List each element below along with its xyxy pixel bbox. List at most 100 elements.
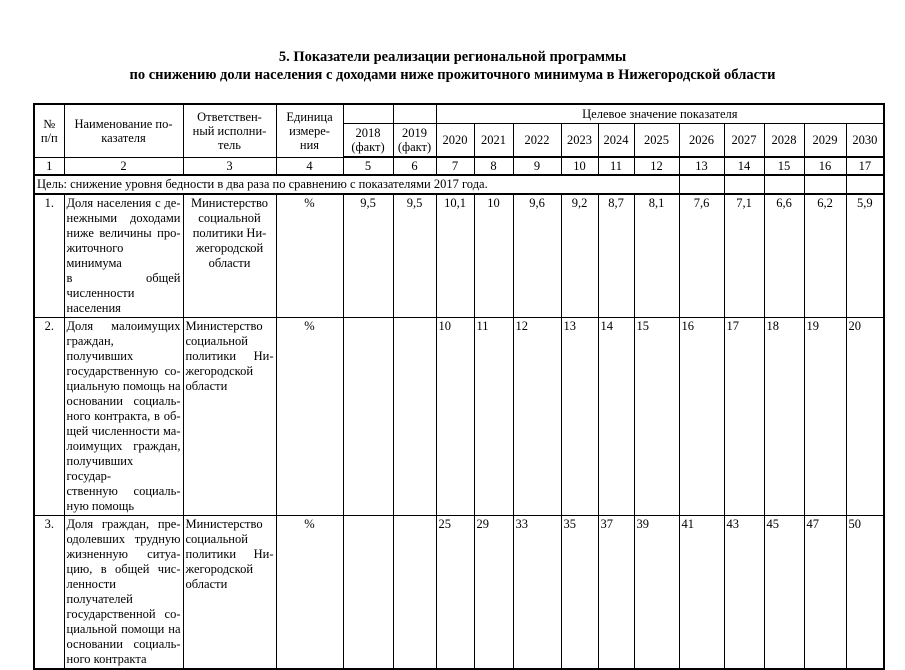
text-line: области [208, 256, 251, 270]
column-number-cell: 1 [33, 156, 65, 176]
header-empty-cell [342, 103, 394, 124]
goal-row: Цель: снижение уровня бедности в два раз… [33, 174, 885, 195]
text-line: ного контракта [66, 652, 147, 666]
header-year-cell: 2024 [597, 123, 635, 158]
text-line: Ответствен- [197, 109, 262, 124]
row-number-cell: 1. [33, 193, 65, 318]
column-number-cell: 10 [560, 156, 599, 176]
column-number-cell: 16 [803, 156, 847, 176]
text-line: основании социаль- [66, 637, 181, 651]
value-cell: 9,5 [392, 193, 437, 318]
text-line: политики Ни- [185, 547, 274, 561]
text-line: измере- [289, 123, 330, 138]
value-cell: 25 [435, 515, 475, 670]
value-cell [392, 317, 437, 516]
value-cell: 10 [473, 193, 514, 318]
text-line: Министерство [185, 517, 263, 531]
column-number-cell: 2 [63, 156, 184, 176]
header-year-cell: 2018 (факт) [342, 123, 394, 158]
value-cell [342, 317, 394, 516]
text-line: жегородской [185, 364, 254, 378]
text-line: № [43, 116, 56, 131]
header-year-cell: 2028 [763, 123, 805, 158]
header-row-top: № п/п Наименование по-казателя Ответствен… [33, 103, 885, 158]
column-number-cell: 9 [512, 156, 562, 176]
goal-empty-cell [723, 174, 765, 195]
header-year-cell: 2029 [803, 123, 847, 158]
value-cell: 12 [512, 317, 562, 516]
executor-cell: Министерство социальной политики Ни-жегоро… [182, 515, 277, 670]
text-line: социальной [198, 211, 261, 225]
text-line: 2022 [524, 133, 550, 147]
value-cell: 8,1 [633, 193, 680, 318]
text-line: циальной помощи на [66, 622, 181, 636]
value-cell: 19 [803, 317, 847, 516]
executor-cell: Министерство социальной политики Ни-жегоро… [182, 317, 277, 516]
text-line: 2020 [442, 133, 468, 147]
text-line: населения [66, 301, 121, 315]
executor-cell: Министерство социальной политики Ни-жегоро… [182, 193, 277, 318]
text-line: ленности получателей [66, 577, 133, 606]
value-cell: 47 [803, 515, 847, 670]
text-line: одолевших трудную [66, 532, 181, 546]
document-title-line2: по снижению доли населения с доходами ни… [129, 67, 776, 83]
value-cell: 37 [597, 515, 635, 670]
value-cell: 7,6 [678, 193, 725, 318]
text-line: Министерство [185, 319, 263, 333]
goal-empty-cell [763, 174, 805, 195]
text-line: жегородской [195, 241, 264, 255]
column-number-cell: 6 [392, 156, 437, 176]
column-number-cell: 8 [473, 156, 514, 176]
value-cell: 15 [633, 317, 680, 516]
text-line: государственную со- [66, 364, 181, 378]
text-line: социальной [185, 532, 248, 546]
text-line: жегородской [185, 562, 254, 576]
column-number-cell: 14 [723, 156, 765, 176]
text-line: 2029 [812, 133, 838, 147]
goal-empty-cell [845, 174, 885, 195]
column-number-cell: 4 [275, 156, 344, 176]
value-cell: 20 [845, 317, 885, 516]
value-cell: 9,2 [560, 193, 599, 318]
column-number-cell: 13 [678, 156, 725, 176]
value-cell: 6,2 [803, 193, 847, 318]
text-line: цию, в общей чис- [66, 562, 181, 576]
column-number-cell: 12 [633, 156, 680, 176]
text-line: циальную помощь на [66, 379, 181, 393]
text-line: Доля населения с де- [66, 196, 181, 210]
header-target-value-cell: Целевое значение показателя [435, 103, 885, 124]
header-num-cell: № п/п [33, 103, 65, 158]
column-number-cell: 17 [845, 156, 885, 176]
text-line: лоимущих граждан, [66, 439, 181, 453]
value-cell: 9,5 [342, 193, 394, 318]
row-number-cell: 2. [33, 317, 65, 516]
text-line: п/п [40, 130, 58, 145]
document-title: 5. Показатели реализации региональной пр… [0, 48, 905, 84]
value-cell: 14 [597, 317, 635, 516]
text-line: жизненную ситуа- [66, 547, 181, 561]
indicator-row-1: 1. Доля населения с де-нежными доходами ни… [33, 193, 885, 318]
value-cell: 8,7 [597, 193, 635, 318]
text-line: (факт) [351, 140, 385, 154]
indicators-table: № п/п Наименование по-казателя Ответствен… [33, 103, 886, 670]
text-line: житочного минимума [66, 241, 124, 270]
text-line: ственную социаль- [66, 484, 181, 498]
text-line: политики Ни- [185, 349, 274, 363]
header-year-cell: 2026 [678, 123, 725, 158]
document-title-line1: 5. Показатели реализации региональной пр… [278, 49, 627, 65]
value-cell [342, 515, 394, 670]
text-line: Министерство [190, 196, 269, 210]
column-number-cell: 7 [435, 156, 475, 176]
text-line: 2021 [481, 133, 506, 147]
header-unit-cell: Единица измере-ния [275, 103, 344, 158]
text-line: граждан, получивших [66, 334, 134, 363]
column-number-cell: 5 [342, 156, 394, 176]
header-year-cell: 2019 (факт) [392, 123, 437, 158]
value-cell: 45 [763, 515, 805, 670]
text-line: (факт) [397, 140, 432, 154]
text-line: в общей численности [66, 271, 181, 300]
text-line: Наименование по- [74, 116, 173, 131]
value-cell: 43 [723, 515, 765, 670]
text-line: области [185, 577, 228, 591]
text-line: 2025 [644, 133, 669, 147]
